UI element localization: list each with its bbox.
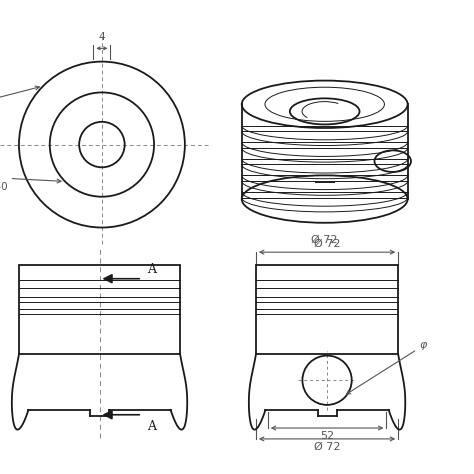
Text: 52: 52 [320,431,334,441]
Text: Ø 72: Ø 72 [311,235,338,245]
Text: Ε40: Ε40 [0,182,8,192]
Text: Ø 72: Ø 72 [314,442,340,452]
Bar [19,265,180,354]
Text: A: A [147,264,156,276]
Text: Ø 72: Ø 72 [314,238,340,248]
Text: 4: 4 [99,32,105,42]
Text: A: A [147,420,156,433]
Bar [256,265,398,354]
Text: φ: φ [419,340,427,350]
